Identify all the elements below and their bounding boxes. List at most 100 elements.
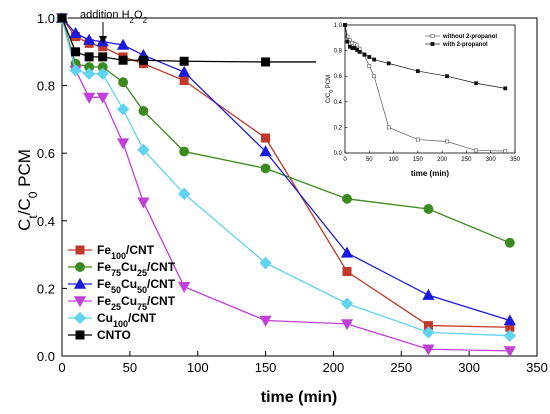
inset-x-tick-label: 300 [486,157,497,163]
legend-label-part: Cu [97,311,113,325]
main-series-2-point [69,26,82,38]
main-x-axis-title: time (min) [261,389,337,406]
main-x-tick-label: 100 [187,360,209,375]
main-series-1-point [260,163,271,174]
legend-marker-0 [75,245,85,255]
main-series-4-point [259,256,272,270]
inset-series-1-point [352,46,357,50]
inset-series-1-point [372,57,377,62]
inset-plot-frame [344,24,516,154]
ylabel-part: /C [15,198,34,215]
legend-label-0: Fe100/CNT [97,243,155,261]
main-series-4-point [503,329,517,342]
inset-series-0-point [345,34,350,39]
main-series-4-point [177,187,191,200]
main-x-tick-label: 350 [526,360,548,375]
inset-series-1-point [367,55,372,59]
inset-x-tick-label: 100 [389,157,400,163]
legend-label-part: Fe [97,294,111,308]
legend-label-2: Fe50Cu50/CNT [97,277,176,295]
main-series-1-point [138,106,149,116]
h2o2-annotation: addition H2O2 [80,9,148,44]
inset-series-0-point [372,74,377,79]
main-series-5-point [118,55,128,65]
legend-label-part: 25 [137,268,147,278]
main-series-4-point [116,103,130,116]
inset-series-1-point [357,49,362,54]
legend-label-4: Cu100/CNT [97,311,157,329]
inset-series-0-point [503,149,508,153]
inset-y-tick-label: 0.8 [334,49,343,55]
legend-label-part: 25 [111,302,121,312]
main-y-tick-label: 1.0 [37,11,55,26]
inset-x-axis-title: time (min) [411,169,450,178]
inset-series-1-point [503,86,508,91]
main-y-tick-label: 0.6 [37,146,55,161]
ylabel-part: t [26,215,40,219]
main-series-3-point [116,138,130,150]
main-series-0-point [179,76,189,86]
main-series-5-point [71,47,81,57]
inset-legend-label-0: without 2-propanol [442,34,497,40]
inset-x-tick-label: 0 [343,157,347,163]
inset-axes: 0 50 100 150 200 250 300 350 0.0 0.2 0.4 0.6 0.8 1.0 [334,23,521,163]
inset-series-1-point [415,69,420,73]
legend-marker-5 [75,330,85,340]
inset-series-0-point [415,137,420,142]
inset-series-0-point [355,43,360,48]
inset-x-tick-label: 350 [510,157,521,163]
main-x-tick-label: 200 [323,360,345,375]
inset-y-axis-title: C/C0 PCM [326,75,335,103]
inset-series-1-point [362,52,367,57]
inset-legend: without 2-propanol with 2-propanol [425,34,497,48]
inset-x-tick-label: 50 [366,157,373,163]
legend-label-part: Fe [97,260,111,274]
legend-marker-3 [73,296,87,308]
inset-y-tick-label: 1.0 [334,23,343,29]
annot-part: 2 [130,16,135,25]
legend-label-part: /CNT [126,243,155,257]
main-series-3-point [503,346,516,358]
legend-label-part: Cu [121,294,137,308]
ylabel-part: C [15,219,34,231]
inset-series-1-point [345,39,350,44]
main-series-4-point [96,67,109,80]
legend-label-part: 75 [111,268,121,278]
inset-series-1-point [355,48,360,52]
inset-series-group [343,23,508,153]
inset-series-1-point [474,81,479,86]
inset-x-tick-label: 250 [461,157,472,163]
inset-series-0-point [445,139,449,144]
main-series-3-point [340,319,354,331]
main-series-0-point [342,266,352,276]
main-y-tick-label: 0.8 [37,79,55,94]
main-series-5-point [138,55,148,65]
main-series-4-point [69,64,82,77]
main-series-4-point [340,297,354,310]
main-series-1-point [118,77,128,88]
main-x-tick-label: 300 [458,360,480,375]
main-series-4-point [82,67,96,80]
main-series-5-point [261,57,271,67]
inset-series-1-point [445,74,449,79]
inset-series-0-point [474,148,479,153]
main-series-1-point [179,146,190,157]
main-series-2-point [116,38,130,50]
legend-label-1: Fe75Cu25/CNT [97,260,176,278]
annotation-text: addition H2O2 [80,9,148,25]
main-series-2-point [422,288,435,300]
inset-series-0-point [367,64,372,68]
annot-part: 2 [143,16,148,25]
main-series-2-point [259,145,272,157]
main-x-tick-label: 0 [58,360,65,375]
inset-legend-label-1: with 2-propanol [442,42,488,48]
main-series-1-point [342,193,352,204]
inset-series-1-point [343,23,347,27]
inset-y-tick-label: 0.6 [334,74,343,80]
main-y-tick-label: 0.0 [37,349,55,364]
main-series-5-point [84,52,94,62]
legend-marker-2 [73,277,87,289]
legend-label-part: CNTO [97,328,131,342]
legend-label-part: 100 [111,251,126,261]
